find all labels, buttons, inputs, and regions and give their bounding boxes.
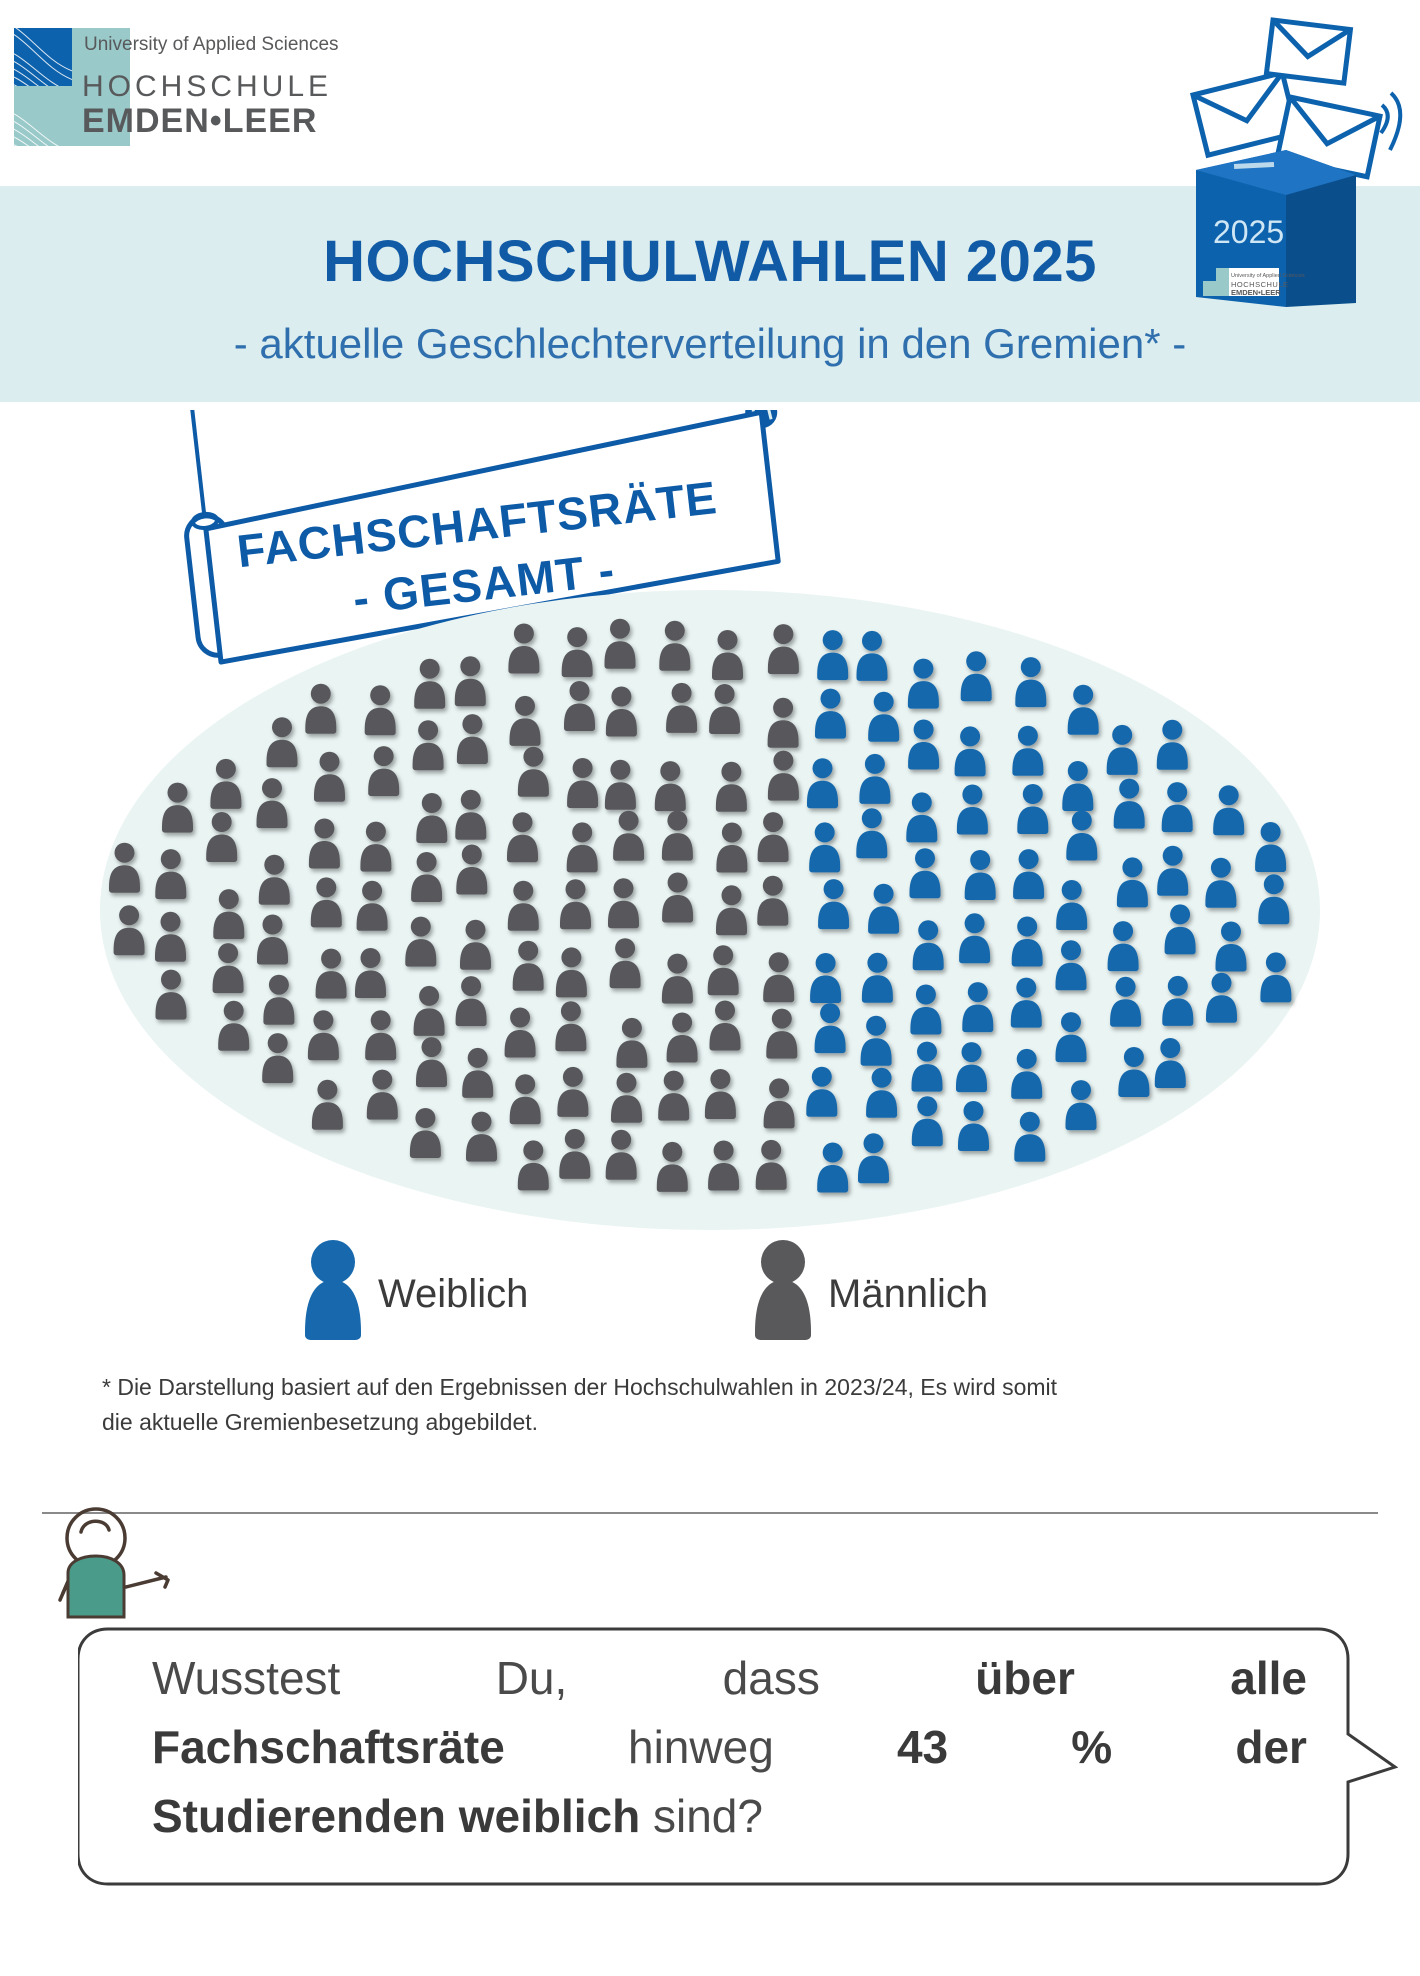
svg-text:HOCHSCHULE: HOCHSCHULE: [82, 70, 332, 103]
svg-text:EMDEN•LEER: EMDEN•LEER: [82, 102, 317, 140]
svg-text:University of Applied Sciences: University of Applied Sciences: [1231, 273, 1305, 279]
svg-text:2025: 2025: [1213, 214, 1284, 250]
svg-text:University of Applied Sciences: University of Applied Sciences: [84, 34, 339, 55]
svg-text:EMDEN•LEER: EMDEN•LEER: [1231, 288, 1281, 297]
